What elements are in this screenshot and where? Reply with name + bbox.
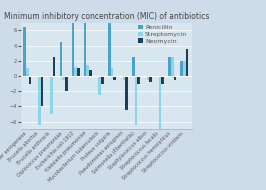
Bar [180,61,183,76]
Bar [41,76,43,106]
Bar [98,76,101,95]
Bar [110,68,113,76]
Bar [50,76,53,114]
Bar [135,76,137,125]
Title: Minimum inhibitory concentration (MIC) of antibiotics: Minimum inhibitory concentration (MIC) o… [4,12,209,21]
Bar [173,76,176,80]
Bar [137,76,140,84]
Bar [147,76,149,80]
Bar [86,65,89,76]
Bar [168,57,171,76]
Bar [65,76,68,91]
Bar [74,67,77,76]
Bar [123,76,125,80]
Bar [60,42,62,76]
Bar [171,57,173,76]
Bar [62,76,65,80]
Bar [125,76,128,110]
Bar [29,76,31,84]
Bar [159,76,161,129]
Bar [53,57,55,76]
Bar [23,27,26,76]
Bar [149,76,152,82]
Bar [77,68,80,76]
Bar [108,23,110,76]
Bar [113,76,116,80]
Bar [38,76,41,125]
Bar [132,57,135,76]
Bar [89,70,92,76]
Bar [72,23,74,76]
Bar [84,23,86,76]
Legend: Penicillin, Streptomycin, Neomycin: Penicillin, Streptomycin, Neomycin [137,24,188,45]
Bar [101,76,104,84]
Bar [183,61,186,76]
Bar [186,49,188,76]
Bar [161,76,164,84]
Bar [26,68,29,76]
